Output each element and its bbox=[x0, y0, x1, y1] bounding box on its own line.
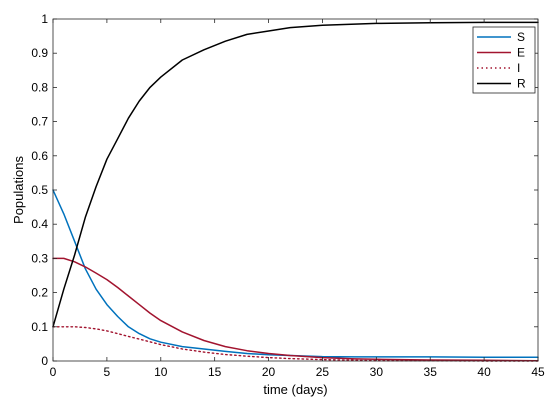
y-tick-label: 0 bbox=[41, 354, 48, 368]
x-tick-label: 45 bbox=[531, 365, 545, 379]
x-tick-label: 35 bbox=[424, 365, 438, 379]
legend-box bbox=[472, 26, 536, 94]
x-tick-label: 20 bbox=[262, 365, 276, 379]
legend-label-r: R bbox=[517, 77, 526, 91]
x-tick-label: 40 bbox=[477, 365, 491, 379]
x-axis-title: time (days) bbox=[263, 382, 327, 397]
y-tick-label: 0.2 bbox=[31, 286, 48, 300]
series-line-r bbox=[52, 21, 539, 328]
axes: 0 5 10 15 20 25 30 35 40 45 0 0.1 0.2 0.3 0.4 0.5 0.6 0.7… bbox=[31, 12, 545, 379]
y-tick-label: 0.5 bbox=[31, 183, 48, 197]
y-tick-label: 0.4 bbox=[31, 217, 48, 231]
legend-label-s: S bbox=[517, 30, 525, 44]
axes-box bbox=[52, 18, 539, 362]
y-tick-label: 0.7 bbox=[31, 115, 48, 129]
x-tick-label: 10 bbox=[154, 365, 168, 379]
y-tick-label: 0.6 bbox=[31, 149, 48, 163]
legend-label-e: E bbox=[517, 46, 525, 60]
y-axis-title: Populations bbox=[11, 156, 26, 224]
x-tick-label: 15 bbox=[208, 365, 222, 379]
y-tick-label: 0.3 bbox=[31, 251, 48, 265]
y-tick-label: 0.1 bbox=[31, 320, 48, 334]
plot-area bbox=[52, 21, 539, 362]
series-line-e bbox=[52, 257, 539, 362]
legend-label-i: I bbox=[517, 61, 520, 75]
x-tick-label: 5 bbox=[104, 365, 111, 379]
y-tick-label: 0.8 bbox=[31, 80, 48, 94]
x-tick-label: 0 bbox=[50, 365, 57, 379]
x-tick-label: 25 bbox=[316, 365, 330, 379]
series-line-s bbox=[52, 189, 539, 358]
x-tick-label: 30 bbox=[370, 365, 384, 379]
series-line-i bbox=[52, 326, 539, 362]
y-tick-label: 1 bbox=[41, 12, 48, 26]
y-tick-label: 0.9 bbox=[31, 46, 48, 60]
